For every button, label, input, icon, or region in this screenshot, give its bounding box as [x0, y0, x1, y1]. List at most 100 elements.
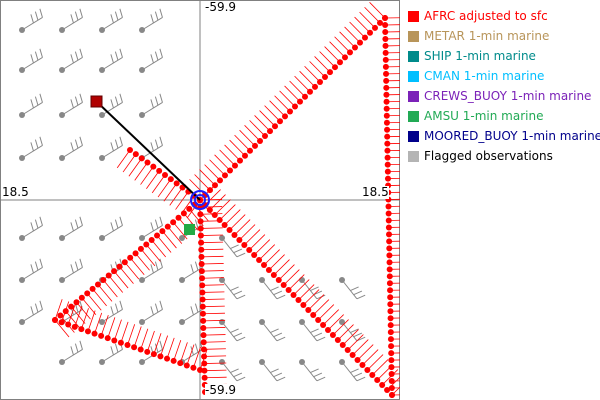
legend-item-metar[interactable]: METAR 1-min marine [408, 26, 598, 46]
afrc-observation-dot [237, 157, 243, 164]
flagged-barb-feather [273, 290, 283, 296]
flagged-barb-feather [276, 336, 286, 342]
afrc-wind-barb [167, 226, 183, 244]
afrc-observation-dot [170, 357, 177, 364]
afrc-observation-dot [71, 323, 78, 330]
afrc-observation-dot [116, 263, 123, 270]
flagged-barb-feather [39, 8, 43, 18]
afrc-observation-dot [197, 225, 204, 232]
observation-map[interactable]: -59.9 -59.9 18.5 18.5 [0, 0, 400, 400]
flagged-barb-feather [350, 368, 359, 373]
afrc-observation-dot [198, 253, 205, 260]
afrc-wind-barb [337, 324, 354, 341]
flagged-barb-staff [101, 145, 123, 159]
flagged-barb-feather [310, 328, 319, 333]
afrc-wind-barb [151, 174, 166, 194]
flagged-barb-feather [194, 261, 199, 271]
afrc-observation-dot [384, 168, 391, 175]
flagged-barb-feather [79, 340, 83, 350]
afrc-observation-dot [384, 154, 391, 161]
flagged-barb-staff [221, 361, 238, 382]
legend: AFRC adjusted to sfc METAR 1-min marine … [408, 6, 600, 166]
afrc-wind-barb [54, 299, 63, 321]
afrc-observation-dot [385, 203, 392, 210]
flagged-observation-dot [139, 319, 145, 325]
afrc-wind-barb [322, 309, 340, 326]
legend-swatch [408, 70, 419, 82]
afrc-wind-barb [229, 214, 246, 231]
flagged-barb-staff [61, 102, 83, 116]
afrc-observation-dot [132, 250, 139, 257]
afrc-observation-dot [197, 367, 203, 373]
flagged-barb-feather [119, 8, 123, 18]
flagged-barb-feather [356, 294, 366, 300]
flagged-barb-feather [150, 142, 154, 152]
flagged-barb-feather [270, 286, 279, 291]
afrc-wind-barb [163, 183, 177, 202]
afrc-observation-dot [246, 247, 253, 253]
flagged-observation-dot [99, 155, 105, 161]
legend-item-amsu[interactable]: AMSU 1-min marine [408, 106, 598, 126]
afrc-observation-dot [388, 364, 395, 371]
afrc-wind-barb [369, 2, 386, 19]
flagged-observation-dot [19, 319, 25, 325]
flagged-barb-staff [141, 102, 163, 116]
afrc-observation-dot [84, 290, 91, 297]
flagged-barb-feather [70, 222, 74, 232]
afrc-observation-dot [232, 162, 238, 169]
legend-swatch [408, 10, 419, 22]
flagged-barb-staff [181, 267, 203, 281]
afrc-wind-barb [386, 376, 400, 391]
afrc-observation-dot [277, 118, 283, 125]
legend-item-cman[interactable]: CMAN 1-min marine [408, 66, 598, 86]
legend-swatch [408, 30, 419, 42]
afrc-wind-barb [204, 369, 227, 372]
flagged-barb-staff [141, 309, 163, 323]
legend-label: CMAN 1-min marine [424, 69, 545, 83]
flagged-barb-staff [21, 145, 43, 159]
afrc-wind-barb [107, 317, 116, 339]
legend-item-flagged[interactable]: Flagged observations [408, 146, 598, 166]
flagged-observation-dot [339, 277, 345, 283]
afrc-wind-barb [194, 174, 211, 191]
afrc-wind-barb [303, 289, 320, 306]
flagged-observation-dot [259, 359, 265, 365]
afrc-observation-dot [231, 232, 238, 238]
flagged-barb-feather [270, 368, 279, 373]
afrc-observation-dot [265, 267, 272, 273]
afrc-wind-barb [312, 299, 330, 316]
afrc-observation-dot [164, 223, 171, 230]
flagged-barb-feather [39, 216, 43, 226]
afrc-observation-dot [387, 308, 394, 315]
afrc-observation-dot [137, 346, 144, 353]
flagged-observation-dot [299, 319, 305, 325]
flagged-observation-dot [139, 67, 145, 73]
afrc-wind-barb [202, 298, 225, 300]
afrc-observation-dot [200, 332, 207, 339]
flagged-barb-feather [74, 51, 79, 61]
legend-item-crews-buoy[interactable]: CREWS_BUOY 1-min marine [408, 86, 598, 106]
flagged-observation-dot [139, 27, 145, 33]
afrc-wind-barb [332, 319, 349, 336]
afrc-observation-dot [387, 294, 394, 301]
afrc-wind-barb [268, 254, 285, 271]
flagged-barb-feather [39, 48, 43, 58]
afrc-observation-dot [387, 315, 394, 322]
flagged-barb-feather [30, 222, 34, 232]
afrc-observation-dot [387, 322, 394, 329]
afrc-wind-barb [128, 158, 142, 177]
flagged-barb-feather [154, 261, 159, 271]
legend-item-moored-buoy[interactable]: MOORED_BUOY 1-min marine [408, 126, 600, 146]
afrc-wind-barb [80, 308, 89, 330]
afrc-wind-barb [135, 253, 150, 271]
flagged-observation-dot [299, 277, 305, 283]
afrc-observation-dot [382, 56, 389, 63]
flagged-barb-feather [74, 139, 79, 149]
afrc-wind-barb [352, 339, 369, 356]
afrc-wind-barb [289, 80, 306, 97]
flagged-barb-feather [230, 328, 239, 333]
legend-item-afrc[interactable]: AFRC adjusted to sfc [408, 6, 598, 26]
afrc-observation-dot [357, 39, 363, 46]
legend-item-ship[interactable]: SHIP 1-min marine [408, 46, 598, 66]
afrc-observation-dot [197, 232, 204, 239]
